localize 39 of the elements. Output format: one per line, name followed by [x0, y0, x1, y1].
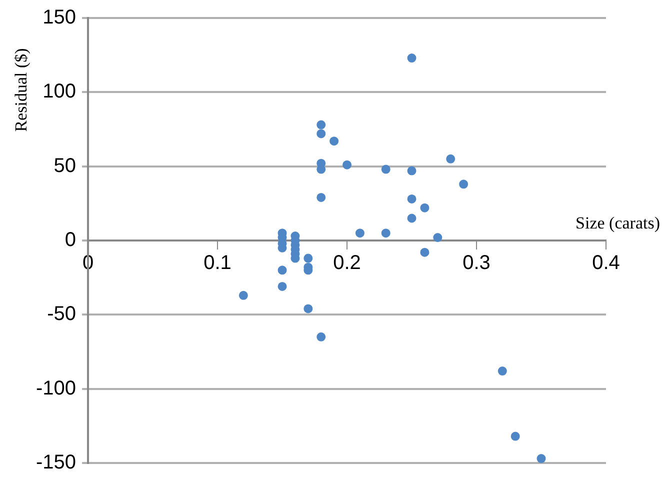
y-tick-label: 150: [42, 6, 76, 29]
point: [278, 266, 287, 275]
x-tick-label: 0.2: [333, 252, 361, 274]
point: [407, 54, 416, 63]
point: [304, 304, 313, 314]
point: [536, 454, 546, 463]
point: [407, 194, 416, 204]
point: [238, 290, 248, 300]
x-tick-label: 0.4: [592, 252, 620, 274]
point: [304, 254, 313, 263]
point: [407, 214, 416, 223]
y-tick-label: 100: [42, 80, 76, 103]
x-tick-label: 0.3: [462, 252, 490, 274]
point: [510, 432, 520, 441]
point: [433, 233, 442, 242]
x-tick-label: 0.1: [204, 252, 232, 274]
point: [407, 166, 416, 176]
point: [420, 203, 430, 212]
point: [316, 192, 326, 202]
point: [316, 120, 326, 130]
point: [498, 366, 507, 376]
y-tick-label: -150: [36, 452, 76, 474]
point: [459, 180, 468, 189]
point: [316, 332, 326, 342]
y-axis-title: Residual ($): [11, 48, 30, 132]
y-tick-label: -50: [47, 303, 76, 326]
y-tick-label: 0: [64, 229, 76, 252]
point: [381, 228, 390, 238]
point: [446, 154, 456, 164]
point: [342, 160, 352, 170]
point: [316, 129, 326, 138]
x-axis-title: Size (carats): [576, 213, 660, 232]
point: [355, 228, 364, 238]
y-tick-label: -100: [36, 377, 76, 400]
point: [278, 282, 287, 291]
point: [381, 164, 390, 174]
point: [420, 248, 430, 257]
point: [330, 136, 339, 146]
y-tick-label: 50: [54, 154, 76, 177]
